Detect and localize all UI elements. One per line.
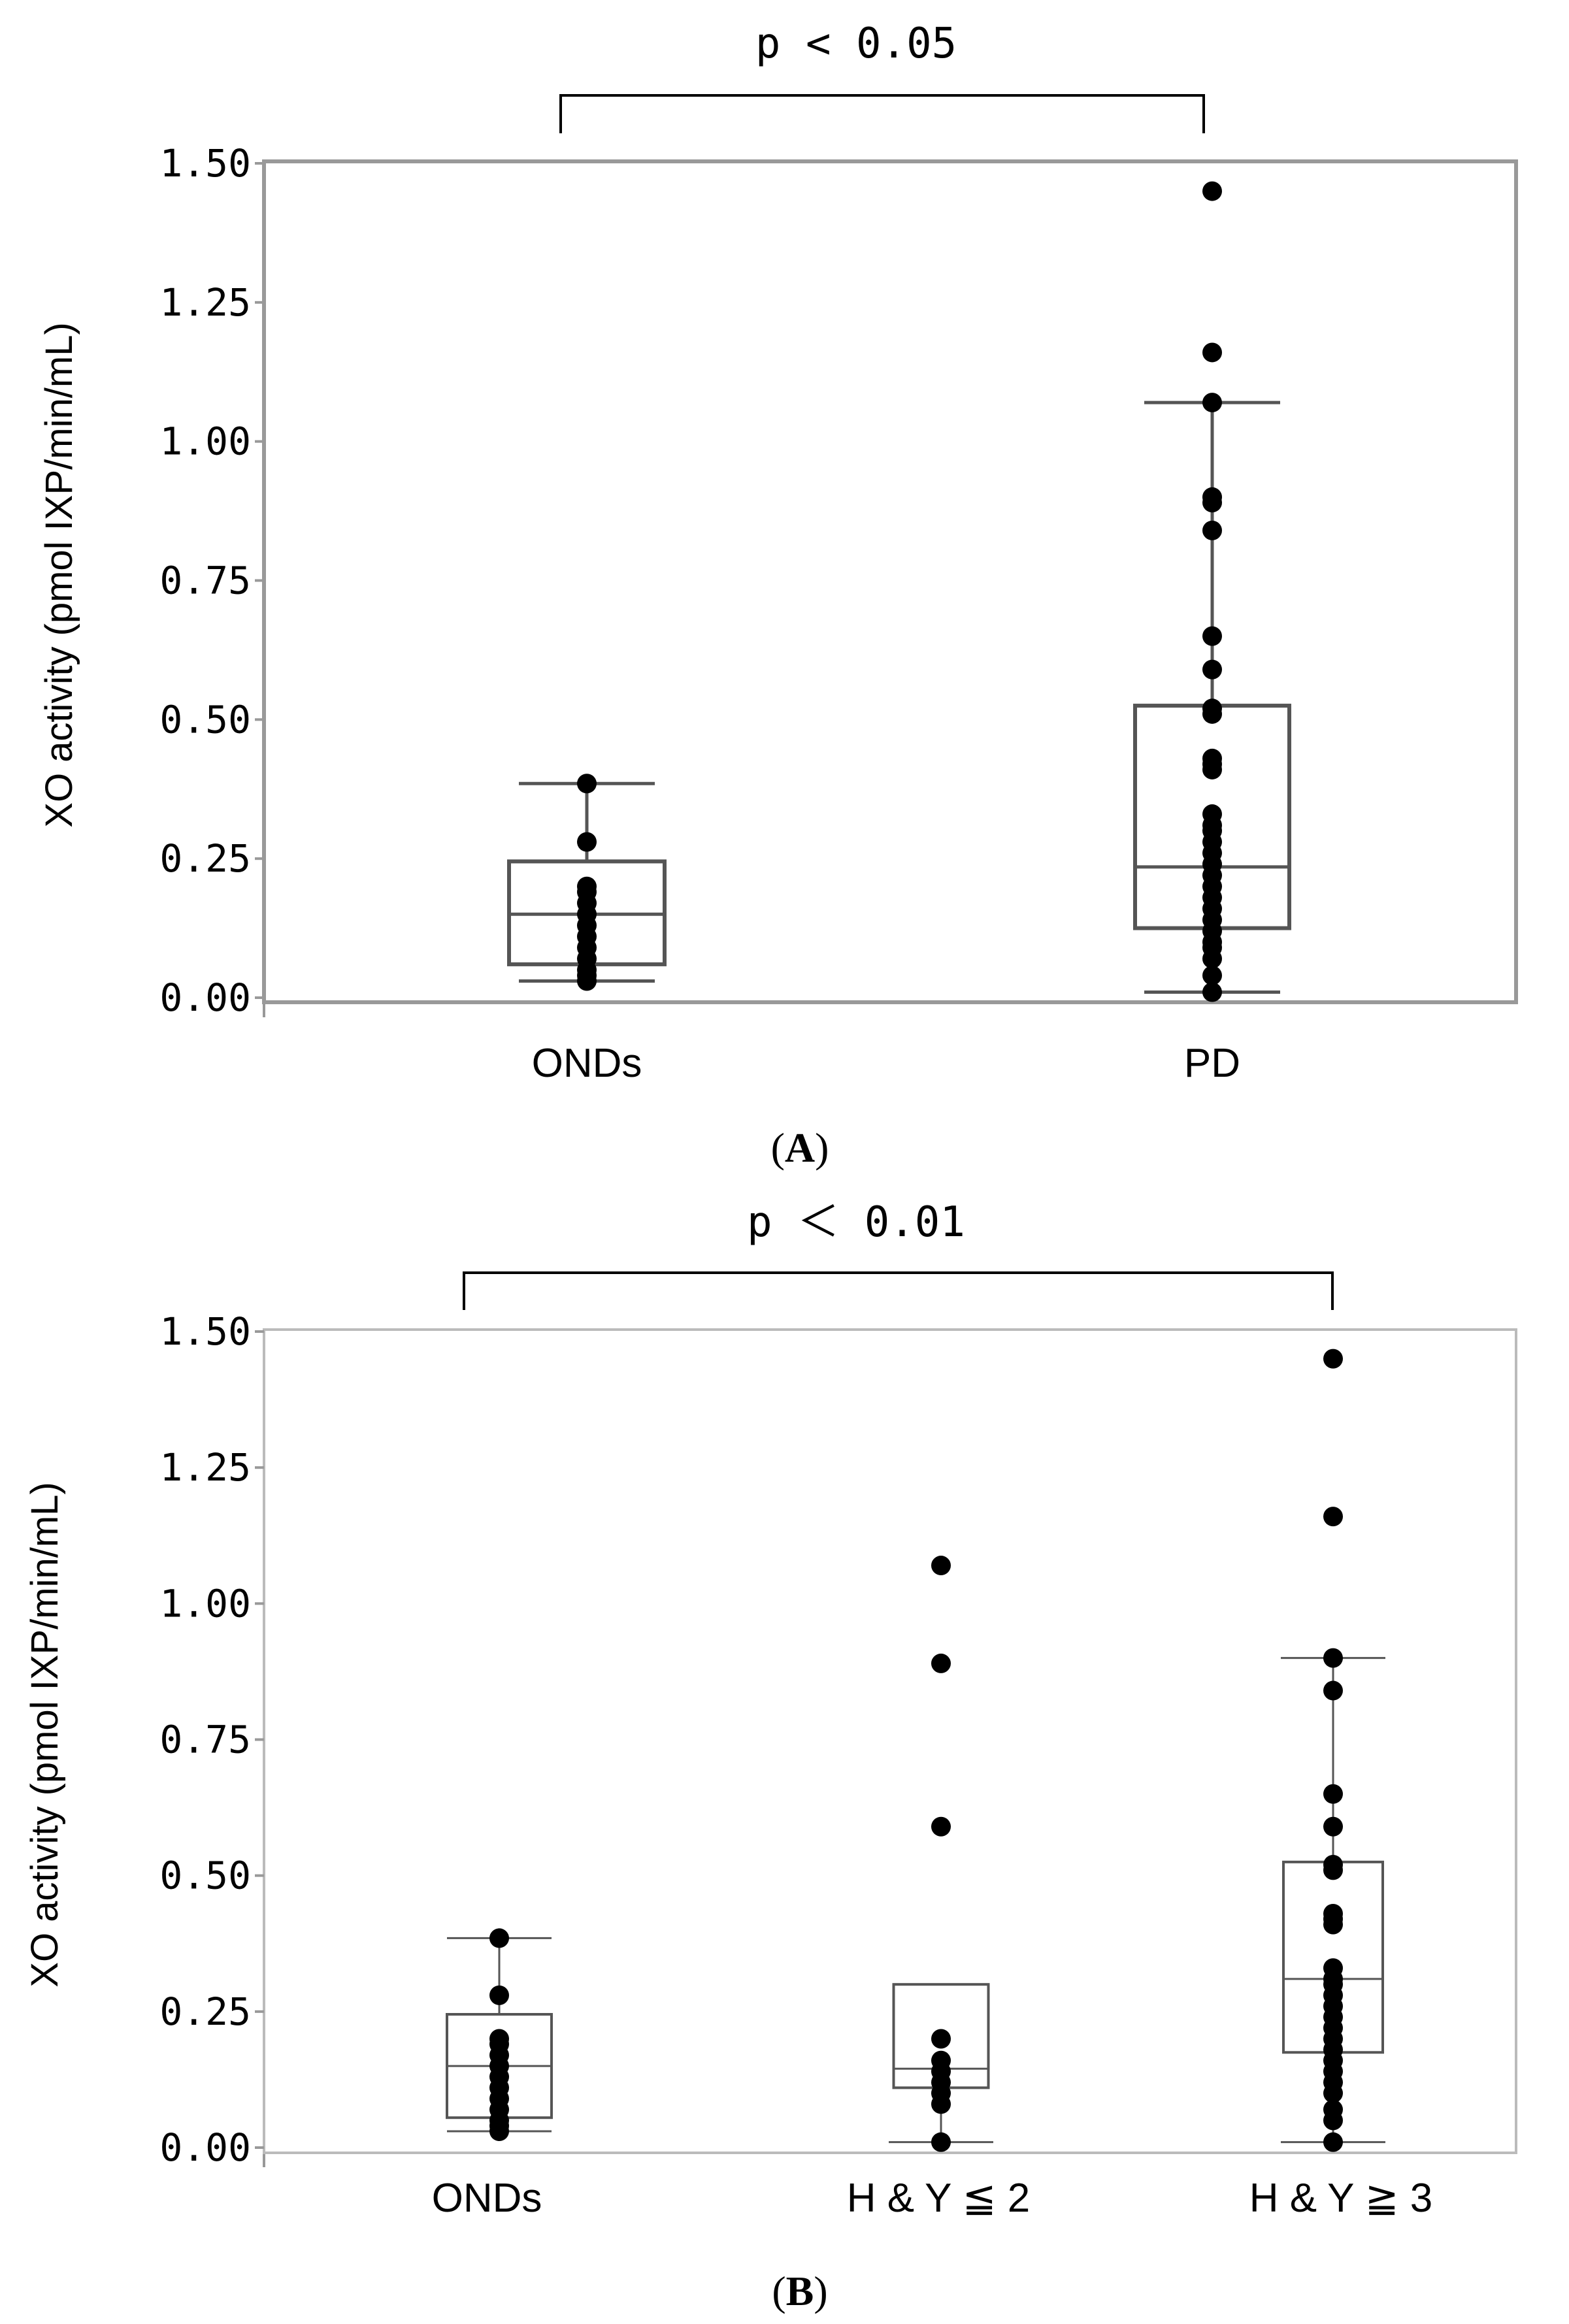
panel-a-data-point [1202, 181, 1222, 201]
panel-b-data-point [1323, 1507, 1343, 1527]
panel-b-data-point [1323, 1914, 1343, 1935]
panel-a: p < 0.05 XO activity (pmol IXP/min/mL) 0… [38, 20, 1518, 1171]
panel-b-data-point [1323, 2110, 1343, 2131]
panel-a-significance-bracket [559, 94, 1205, 133]
panel-b-data-point [931, 2094, 951, 2114]
panel-b-significance-label: p ＜ 0.01 [747, 1198, 965, 1247]
panel-b-data-point [1323, 1816, 1343, 1837]
panel-b-data-point [1323, 1648, 1343, 1668]
panel-b-data-point [489, 1928, 509, 1948]
panel-a-y-tick-label: 1.00 [159, 419, 251, 464]
panel-a-data-point [577, 774, 597, 794]
panel-a-data-point [577, 832, 597, 852]
panel-b: p ＜ 0.01 XO activity (pmol IXP/min/mL) 0… [24, 1198, 1517, 2314]
panel-b-label: (B) [772, 2268, 827, 2314]
panel-a-y-ticks: 0.00 0.25 0.50 0.75 1.00 1.25 1.50 [159, 141, 265, 1020]
panel-b-data-point [1323, 1680, 1343, 1701]
panel-b-y-axis-label: XO activity (pmol IXP/min/mL) [24, 1482, 66, 1987]
panel-a-data-point [1202, 659, 1222, 679]
panel-b-category-label-3: H & Y ≧ 3 [1249, 2176, 1433, 2221]
panel-b-data-point [489, 2121, 509, 2142]
panel-b-y-ticks: 0.00 0.25 0.50 0.75 1.00 1.25 1.50 [159, 1309, 265, 2170]
panel-b-data-point [931, 2132, 951, 2152]
panel-a-data-point [1202, 342, 1222, 363]
panel-b-data-point [931, 1816, 951, 1837]
panel-b-y-tick-label: 1.00 [159, 1581, 251, 1626]
panel-a-category-label-1: ONDs [532, 1041, 642, 1086]
panel-b-data-marks [446, 1349, 1385, 2152]
panel-a-data-point [1202, 704, 1222, 724]
panel-a-significance-label: p < 0.05 [755, 20, 957, 68]
panel-a-label: (A) [771, 1124, 829, 1171]
panel-a-data-point [1202, 626, 1222, 646]
panel-b-data-point [1323, 2083, 1343, 2103]
panel-b-data-point [489, 1985, 509, 2005]
panel-a-category-label-2: PD [1184, 1041, 1240, 1086]
panel-a-data-point [577, 971, 597, 991]
panel-a-x-categories: ONDs PD [532, 1041, 1240, 1086]
panel-b-x-categories: ONDs H & Y ≦ 2 H & Y ≧ 3 [432, 2176, 1433, 2221]
panel-b-data-point [1323, 1349, 1343, 1369]
panel-a-y-tick-label: 0.50 [159, 697, 251, 742]
panel-a-data-point [1202, 982, 1222, 1002]
panel-a-data-marks [507, 181, 1291, 1002]
panel-b-plot-frame [263, 1328, 1517, 2154]
panel-b-y-tick-label: 0.00 [159, 2125, 251, 2170]
panel-a-plot-frame [262, 159, 1518, 1004]
panel-a-y-tick-label: 1.50 [159, 141, 251, 186]
panel-a-y-axis-label: XO activity (pmol IXP/min/mL) [38, 322, 80, 827]
panel-b-category-label-2: H & Y ≦ 2 [847, 2176, 1031, 2221]
panel-b-data-point [931, 1653, 951, 1673]
panel-b-y-tick-label: 1.25 [159, 1445, 251, 1490]
panel-b-data-point [931, 1556, 951, 1576]
panel-a-y-tick-label: 0.25 [159, 836, 251, 881]
panel-b-y-tick-label: 0.75 [159, 1718, 251, 1762]
panel-a-data-point [1202, 520, 1222, 540]
panel-a-y-tick-label: 0.75 [159, 559, 251, 603]
panel-a-data-point [1202, 965, 1222, 985]
panel-b-data-point [1323, 1860, 1343, 1880]
panel-a-y-tick-label: 1.25 [159, 280, 251, 325]
panel-a-data-point [1202, 493, 1222, 513]
panel-b-significance-bracket [463, 1271, 1334, 1310]
panel-b-y-tick-label: 0.50 [159, 1854, 251, 1898]
panel-b-data-point [1323, 2132, 1343, 2152]
panel-a-data-point [1202, 759, 1222, 779]
panel-b-y-tick-label: 1.50 [159, 1309, 251, 1354]
panel-b-y-tick-label: 0.25 [159, 1989, 251, 2034]
panel-b-data-point [1323, 1784, 1343, 1804]
panel-a-y-tick-label: 0.00 [159, 975, 251, 1020]
panel-b-data-point [931, 2029, 951, 2049]
panel-b-category-label-1: ONDs [432, 2176, 542, 2221]
panel-a-data-point [1202, 949, 1222, 969]
panel-a-data-point [1202, 393, 1222, 413]
